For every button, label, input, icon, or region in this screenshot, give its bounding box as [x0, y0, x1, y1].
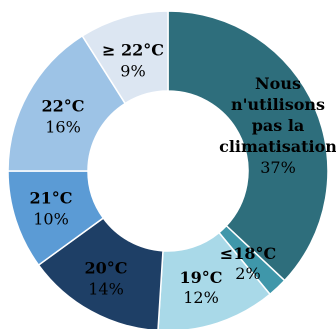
slice-category-label: pas la [252, 116, 305, 135]
slice-category-label: 21°C [30, 188, 73, 207]
slice-category-label: 22°C [42, 96, 85, 115]
slice-category-label: 20°C [85, 258, 128, 277]
slice-label-19c: 19°C 12% [180, 268, 223, 307]
slice-value-label: 2% [235, 264, 260, 283]
slice-nous-n-utilisons-pas-la-climatisation [167, 10, 329, 282]
labels-layer: Nous n'utilisons pas la climatisation 37% ≤18… [30, 40, 336, 307]
slice-category-label: climatisation [219, 137, 336, 156]
slice-value-label: 14% [88, 279, 124, 298]
slice-category-label: Nous [255, 74, 301, 93]
slice-value-label: 12% [183, 288, 219, 307]
slice-label-nous-n-utilisons-pas-la-climatisation: Nous n'utilisons pas la climatisation 37% [219, 74, 336, 177]
slice-value-label: 16% [45, 117, 81, 136]
slice-label-21c: 21°C 10% [30, 188, 73, 228]
slice-19c [157, 231, 272, 329]
slice-category-label: ≤18°C [220, 244, 276, 263]
slice-ge-22c [81, 10, 169, 105]
slice-category-label: ≥ 22°C [102, 40, 164, 59]
slice-label-22c: 22°C 16% [42, 96, 85, 136]
slice-label-ge-22c: ≥ 22°C 9% [102, 40, 164, 80]
slices-layer [7, 10, 329, 329]
slice-label-20c: 20°C 14% [85, 258, 128, 298]
slice-value-label: 9% [120, 61, 145, 80]
slice-value-label: 37% [260, 158, 296, 177]
slice-category-label: n'utilisons [231, 95, 325, 114]
slice-22c [7, 34, 127, 172]
slice-category-label: 19°C [180, 268, 223, 287]
slice-label-le-18c: ≤18°C 2% [220, 244, 276, 283]
slice-value-label: 10% [33, 209, 69, 228]
